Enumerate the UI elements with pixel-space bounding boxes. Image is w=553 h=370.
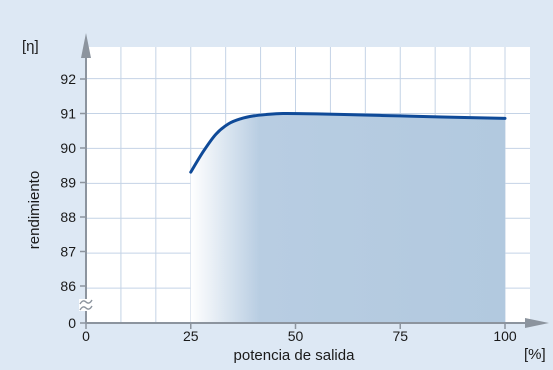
- x-axis-title: potencia de salida: [234, 347, 356, 364]
- x-unit-label: [%]: [524, 346, 546, 363]
- y-tick-label: 90: [60, 140, 76, 156]
- x-tick-label: 25: [183, 328, 199, 344]
- y-tick-label: 88: [60, 209, 76, 225]
- area-fill: [190, 113, 505, 324]
- axis-break-icon: [79, 299, 93, 311]
- y-axis-arrow-icon: [81, 33, 91, 58]
- y-tick-label: 91: [60, 106, 76, 122]
- y-unit-label: [η]: [22, 38, 39, 55]
- efficiency-curve: [189, 111, 507, 174]
- y-axis-title: rendimiento: [26, 171, 43, 249]
- x-tick-label: 100: [493, 328, 517, 344]
- y-tick-label: 87: [60, 244, 76, 260]
- tick-labels: 0 25 50 75 100 0 86 87 88 89 90 91 92: [60, 71, 516, 344]
- axes: [80, 33, 549, 329]
- y-tick-label: 92: [60, 71, 76, 87]
- y-tick-label: 0: [68, 315, 76, 331]
- x-tick-label: 75: [392, 328, 408, 344]
- y-tick-label: 89: [60, 175, 76, 191]
- x-axis-arrow-icon: [525, 318, 549, 328]
- x-tick-label: 0: [82, 328, 90, 344]
- x-tick-label: 50: [288, 328, 304, 344]
- y-tick-label: 86: [60, 278, 76, 294]
